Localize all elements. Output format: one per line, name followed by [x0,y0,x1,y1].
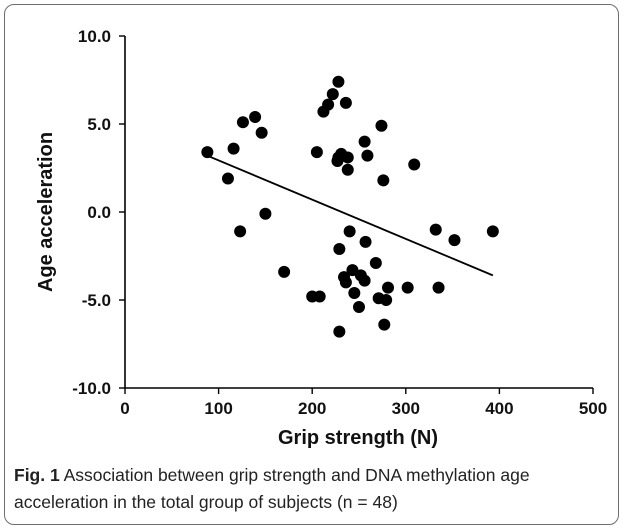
y-tick-label: 5.0 [87,115,111,134]
x-tick-label: 500 [579,399,607,418]
data-point [432,281,445,294]
data-point [369,257,382,270]
trendline [207,154,494,277]
data-point [326,88,339,101]
data-point [249,110,262,123]
data-point [359,235,372,248]
x-tick-label: 100 [204,399,232,418]
data-point [348,286,361,299]
chart-points [201,75,499,338]
data-point [332,75,345,88]
y-tick-label: 10.0 [78,27,111,46]
data-point [380,294,393,306]
data-point [343,225,356,238]
y-tick-label: 0.0 [87,203,111,222]
data-point [236,116,249,129]
data-point [378,318,391,331]
y-tick-label: -10.0 [72,379,111,398]
data-point [358,135,371,148]
data-point [339,276,352,289]
data-point [429,223,442,236]
data-point [313,290,326,303]
caption-text: Association between grip strength and DN… [14,465,530,512]
x-tick-label: 200 [298,399,326,418]
figure-caption: Fig. 1 Association between grip strength… [14,462,614,516]
data-point [341,151,354,164]
data-point [221,172,234,185]
data-point [310,146,323,159]
data-point [408,158,421,171]
data-point [401,281,414,294]
data-point [375,119,388,132]
data-point [353,301,365,314]
x-axis-title: Grip strength (N) [278,427,438,449]
data-point [255,126,268,139]
data-point [377,174,390,187]
scatter-chart: 0 100 200 300 400 500 10.0 5.0 0.0 -5.0 -10.0 Grip… [35,27,607,449]
data-point [227,142,240,155]
data-point [339,96,352,109]
data-point [333,325,346,338]
data-point [486,225,499,238]
chart-trendline-group [207,154,494,277]
data-point [448,234,461,247]
chart-ticks [119,35,594,394]
data-point [234,225,247,238]
data-point [201,146,214,159]
x-tick-label: 300 [392,399,420,418]
data-point [341,163,354,176]
x-tick-label: 400 [485,399,513,418]
figure-label: Fig. 1 [14,465,60,485]
x-tick-label: 0 [120,399,129,418]
data-point [333,242,346,255]
data-point [322,98,335,111]
chart-axes [124,36,593,389]
data-point [361,149,374,162]
y-axis-title: Age acceleration [35,132,57,292]
data-point [278,265,291,278]
data-point [358,274,371,287]
y-tick-label: -5.0 [82,291,111,310]
figure-frame [4,4,619,525]
chart-tick-labels: 0 100 200 300 400 500 10.0 5.0 0.0 -5.0 -10.0 [72,27,607,418]
data-point [382,281,395,294]
data-point [259,207,272,220]
